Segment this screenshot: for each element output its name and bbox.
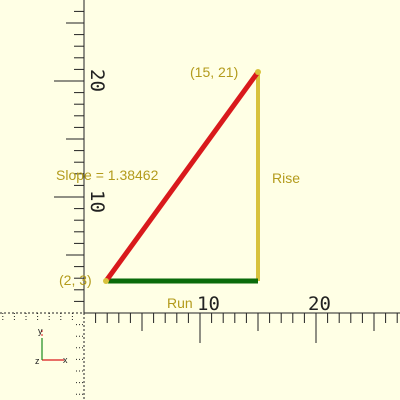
slope-label: Slope = 1.38462 bbox=[56, 167, 159, 183]
axis-gizmo: x y z bbox=[35, 326, 68, 366]
start-point-marker bbox=[103, 278, 109, 284]
slope-line bbox=[103, 70, 261, 283]
start-point-label: (2, 3) bbox=[59, 272, 92, 288]
run-label: Run bbox=[167, 295, 193, 311]
y-tick-label-10: 10 bbox=[86, 190, 108, 213]
gizmo-y-label: y bbox=[38, 326, 43, 336]
x-tick-label-10: 10 bbox=[197, 293, 220, 315]
end-point-label: (15, 21) bbox=[190, 64, 238, 80]
gizmo-z-label: z bbox=[35, 356, 40, 366]
x-tick-label-20: 20 bbox=[308, 293, 331, 315]
gizmo-x-label: x bbox=[63, 355, 68, 365]
y-tick-label-20: 20 bbox=[86, 69, 108, 92]
rise-label: Rise bbox=[272, 170, 300, 186]
end-point-marker bbox=[255, 69, 261, 75]
